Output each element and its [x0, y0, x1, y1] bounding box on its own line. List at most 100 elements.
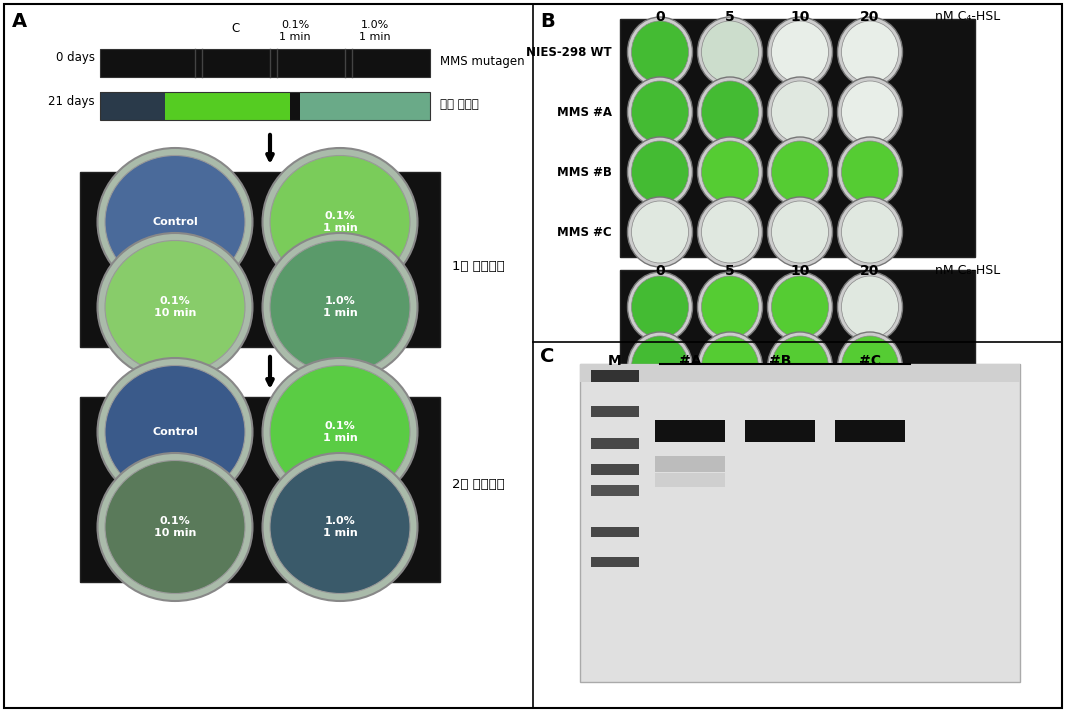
- Ellipse shape: [631, 396, 689, 458]
- Bar: [835, 420, 905, 442]
- Ellipse shape: [631, 81, 689, 143]
- Ellipse shape: [104, 241, 245, 374]
- Text: MMS mutagen: MMS mutagen: [440, 56, 524, 68]
- Ellipse shape: [701, 81, 759, 143]
- Ellipse shape: [838, 452, 903, 522]
- Ellipse shape: [772, 336, 828, 398]
- Bar: [591, 485, 639, 496]
- Text: C: C: [231, 22, 239, 35]
- Text: 0.1%
1 min: 0.1% 1 min: [323, 422, 357, 443]
- Bar: [655, 456, 725, 472]
- Bar: [580, 364, 1020, 382]
- Ellipse shape: [701, 336, 759, 398]
- Bar: [591, 406, 639, 417]
- Ellipse shape: [697, 452, 762, 522]
- Ellipse shape: [104, 461, 245, 594]
- Ellipse shape: [772, 396, 828, 458]
- Bar: [620, 19, 975, 257]
- Text: #B: #B: [769, 354, 791, 368]
- Ellipse shape: [838, 392, 903, 462]
- Text: 5: 5: [725, 10, 734, 24]
- Ellipse shape: [768, 332, 833, 402]
- Ellipse shape: [631, 456, 689, 518]
- Text: 1.0%
1 min: 1.0% 1 min: [323, 296, 357, 318]
- Ellipse shape: [270, 461, 410, 594]
- Ellipse shape: [701, 141, 759, 203]
- Ellipse shape: [697, 197, 762, 267]
- Ellipse shape: [697, 77, 762, 147]
- Ellipse shape: [697, 332, 762, 402]
- Bar: [580, 364, 1020, 682]
- Ellipse shape: [772, 81, 828, 143]
- Ellipse shape: [697, 272, 762, 342]
- Ellipse shape: [772, 201, 828, 263]
- Text: 5: 5: [725, 264, 734, 278]
- Bar: [165, 92, 290, 120]
- Text: 10: 10: [790, 10, 810, 24]
- Ellipse shape: [697, 392, 762, 462]
- Ellipse shape: [628, 197, 693, 267]
- Text: 0.1%
1 min: 0.1% 1 min: [279, 20, 311, 41]
- Bar: [591, 438, 639, 449]
- Text: 1차 계대배양: 1차 계대배양: [452, 261, 504, 273]
- Text: 20: 20: [860, 10, 879, 24]
- Text: 0 days: 0 days: [56, 51, 95, 63]
- Ellipse shape: [701, 201, 759, 263]
- Ellipse shape: [838, 77, 903, 147]
- Ellipse shape: [628, 77, 693, 147]
- Ellipse shape: [97, 148, 253, 296]
- Text: #A: #A: [679, 354, 701, 368]
- Ellipse shape: [841, 81, 899, 143]
- Ellipse shape: [838, 137, 903, 207]
- Bar: [620, 270, 975, 514]
- Text: 0: 0: [656, 10, 665, 24]
- Ellipse shape: [270, 155, 410, 288]
- Text: 0: 0: [656, 264, 665, 278]
- Ellipse shape: [768, 137, 833, 207]
- Ellipse shape: [631, 141, 689, 203]
- Text: MMS #C: MMS #C: [558, 226, 612, 239]
- Bar: [591, 464, 639, 475]
- Ellipse shape: [701, 21, 759, 83]
- Bar: [655, 473, 725, 487]
- Ellipse shape: [97, 358, 253, 506]
- Text: MMS #A: MMS #A: [558, 105, 612, 118]
- Ellipse shape: [701, 396, 759, 458]
- Text: 21 days: 21 days: [48, 95, 95, 108]
- Text: Control: Control: [152, 427, 198, 437]
- Ellipse shape: [701, 276, 759, 338]
- Bar: [300, 92, 430, 120]
- Text: MMS #B: MMS #B: [558, 165, 612, 179]
- Bar: [100, 92, 165, 120]
- Ellipse shape: [104, 155, 245, 288]
- Ellipse shape: [838, 332, 903, 402]
- Text: A: A: [12, 12, 27, 31]
- Ellipse shape: [701, 456, 759, 518]
- Text: 1.0%
1 min: 1.0% 1 min: [359, 20, 391, 41]
- Ellipse shape: [104, 365, 245, 498]
- Bar: [591, 527, 639, 537]
- Ellipse shape: [838, 17, 903, 87]
- Ellipse shape: [631, 336, 689, 398]
- Ellipse shape: [772, 141, 828, 203]
- Ellipse shape: [262, 358, 418, 506]
- Ellipse shape: [841, 201, 899, 263]
- Ellipse shape: [697, 137, 762, 207]
- Ellipse shape: [841, 21, 899, 83]
- Ellipse shape: [768, 452, 833, 522]
- Ellipse shape: [628, 392, 693, 462]
- Text: nM C₈-HSL: nM C₈-HSL: [935, 264, 1000, 277]
- Bar: [591, 557, 639, 567]
- Ellipse shape: [841, 456, 899, 518]
- Ellipse shape: [841, 276, 899, 338]
- Ellipse shape: [768, 77, 833, 147]
- Text: B: B: [540, 12, 554, 31]
- Ellipse shape: [97, 453, 253, 601]
- Ellipse shape: [768, 272, 833, 342]
- Ellipse shape: [270, 365, 410, 498]
- Ellipse shape: [772, 21, 828, 83]
- Ellipse shape: [262, 453, 418, 601]
- Bar: [591, 370, 639, 382]
- Bar: [80, 172, 440, 347]
- Ellipse shape: [631, 276, 689, 338]
